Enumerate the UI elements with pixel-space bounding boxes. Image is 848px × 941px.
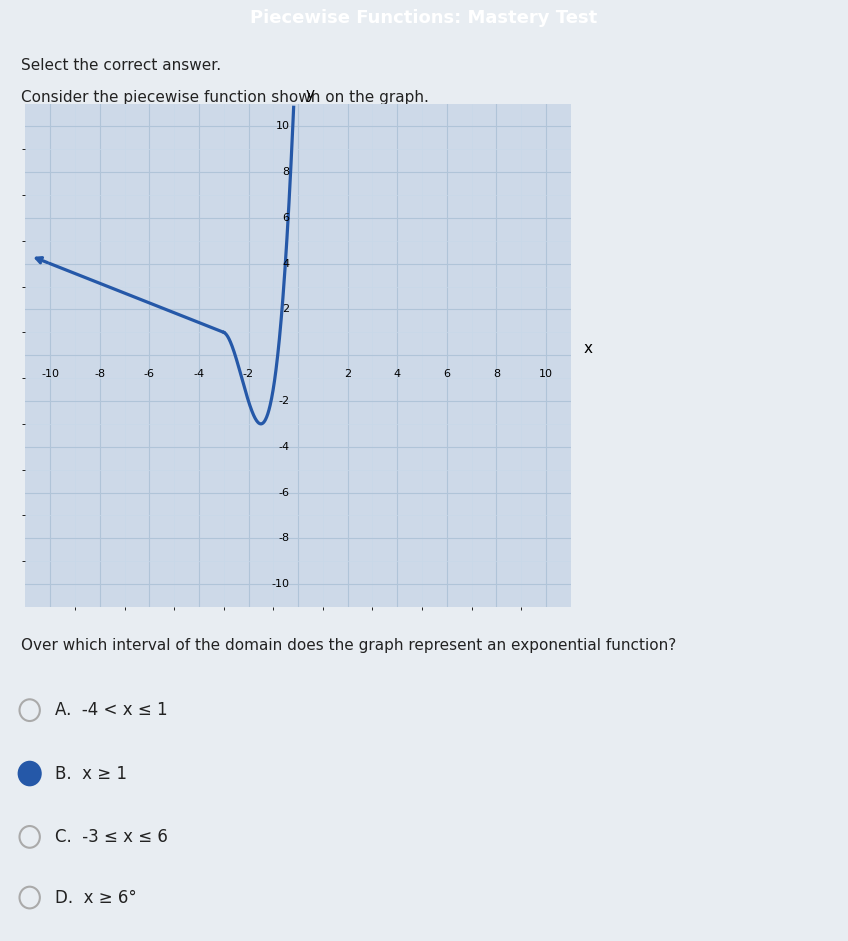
Text: 10: 10 bbox=[276, 121, 289, 132]
Text: 2: 2 bbox=[344, 369, 351, 379]
Text: Select the correct answer.: Select the correct answer. bbox=[21, 58, 221, 73]
Text: C.  -3 ≤ x ≤ 6: C. -3 ≤ x ≤ 6 bbox=[55, 828, 168, 846]
Text: -8: -8 bbox=[94, 369, 105, 379]
Text: 10: 10 bbox=[539, 369, 553, 379]
Text: -8: -8 bbox=[278, 534, 289, 543]
Text: -6: -6 bbox=[144, 369, 155, 379]
Text: y: y bbox=[305, 87, 315, 102]
Text: A.  -4 < x ≤ 1: A. -4 < x ≤ 1 bbox=[55, 701, 168, 719]
Text: 8: 8 bbox=[282, 167, 289, 177]
Text: 6: 6 bbox=[444, 369, 450, 379]
Text: x: x bbox=[583, 341, 592, 356]
Text: 4: 4 bbox=[282, 259, 289, 269]
Text: -6: -6 bbox=[278, 487, 289, 498]
Text: 8: 8 bbox=[493, 369, 500, 379]
Text: -2: -2 bbox=[243, 369, 254, 379]
Text: 4: 4 bbox=[393, 369, 401, 379]
Text: -4: -4 bbox=[193, 369, 204, 379]
Text: Over which interval of the domain does the graph represent an exponential functi: Over which interval of the domain does t… bbox=[21, 638, 677, 653]
Circle shape bbox=[19, 762, 41, 786]
Text: 2: 2 bbox=[282, 305, 289, 314]
Text: -10: -10 bbox=[42, 369, 59, 379]
Text: -2: -2 bbox=[278, 396, 289, 406]
Text: D.  x ≥ 6°: D. x ≥ 6° bbox=[55, 888, 137, 906]
Text: B.  x ≥ 1: B. x ≥ 1 bbox=[55, 764, 127, 783]
Text: Piecewise Functions: Mastery Test: Piecewise Functions: Mastery Test bbox=[250, 8, 598, 27]
Text: -10: -10 bbox=[271, 579, 289, 589]
Text: 6: 6 bbox=[282, 213, 289, 223]
Text: -4: -4 bbox=[278, 441, 289, 452]
Text: Consider the piecewise function shown on the graph.: Consider the piecewise function shown on… bbox=[21, 90, 429, 105]
